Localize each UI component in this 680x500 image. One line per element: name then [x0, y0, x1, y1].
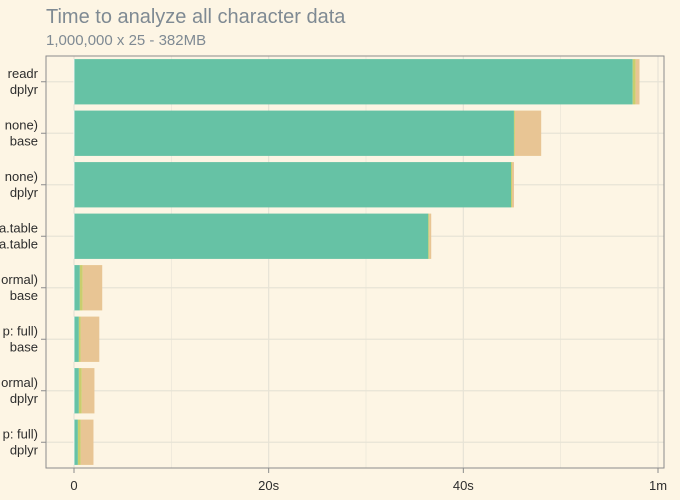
bar-segment-2	[78, 368, 82, 414]
category-label-line2: base	[10, 288, 38, 303]
bar-segment-2	[78, 316, 81, 362]
category-label-line1: p: full)	[3, 323, 38, 338]
bar-segment-1	[74, 110, 514, 156]
category-label-line1: none)	[5, 169, 38, 184]
bar-segment-3	[429, 213, 432, 259]
category-label-line1: none)	[5, 117, 38, 132]
category-label-line2: dplyr	[10, 185, 39, 200]
x-tick-label: 20s	[258, 478, 279, 493]
category-label-line2: a.table	[0, 236, 38, 251]
category-label-line2: dplyr	[10, 82, 39, 97]
x-tick-label: 1m	[649, 478, 667, 493]
bar-segment-3	[512, 162, 514, 208]
bar-segment-3	[635, 59, 640, 105]
category-label-line1: a.table	[0, 220, 38, 235]
bar-segment-3	[514, 110, 542, 156]
category-label-line1: p: full)	[3, 426, 38, 441]
chart-title: Time to analyze all character data	[46, 6, 346, 28]
bar-segment-3	[80, 419, 94, 465]
bar-segment-1	[74, 59, 633, 105]
category-label-line2: base	[10, 133, 38, 148]
bar-segment-2	[428, 213, 430, 259]
category-label-line2: dplyr	[10, 442, 39, 457]
bar-segment-2	[79, 265, 83, 311]
chart-subtitle: 1,000,000 x 25 - 382MB	[46, 32, 207, 49]
bar-segment-1	[74, 213, 429, 259]
bar-segment-2	[77, 419, 81, 465]
category-label-line1: ormal)	[1, 272, 38, 287]
bar-segment-1	[74, 368, 79, 414]
bar-segment-2	[511, 162, 512, 208]
x-tick-label: 40s	[453, 478, 474, 493]
category-label-line1: ormal)	[1, 375, 38, 390]
bar-segment-2	[632, 59, 636, 105]
bar-segment-2	[513, 110, 515, 156]
category-label-line1: readr	[8, 66, 39, 81]
bar-segment-1	[74, 419, 78, 465]
category-label-line2: dplyr	[10, 391, 39, 406]
plot-panel-border	[45, 55, 665, 469]
bar-segment-3	[82, 265, 103, 311]
bar-segment-1	[74, 265, 80, 311]
bar-segment-1	[74, 162, 512, 208]
x-tick-label: 0	[70, 478, 77, 493]
bar-segment-3	[80, 316, 100, 362]
bar-segment-3	[81, 368, 95, 414]
category-label-line2: base	[10, 339, 38, 354]
bar-segment-1	[74, 316, 79, 362]
